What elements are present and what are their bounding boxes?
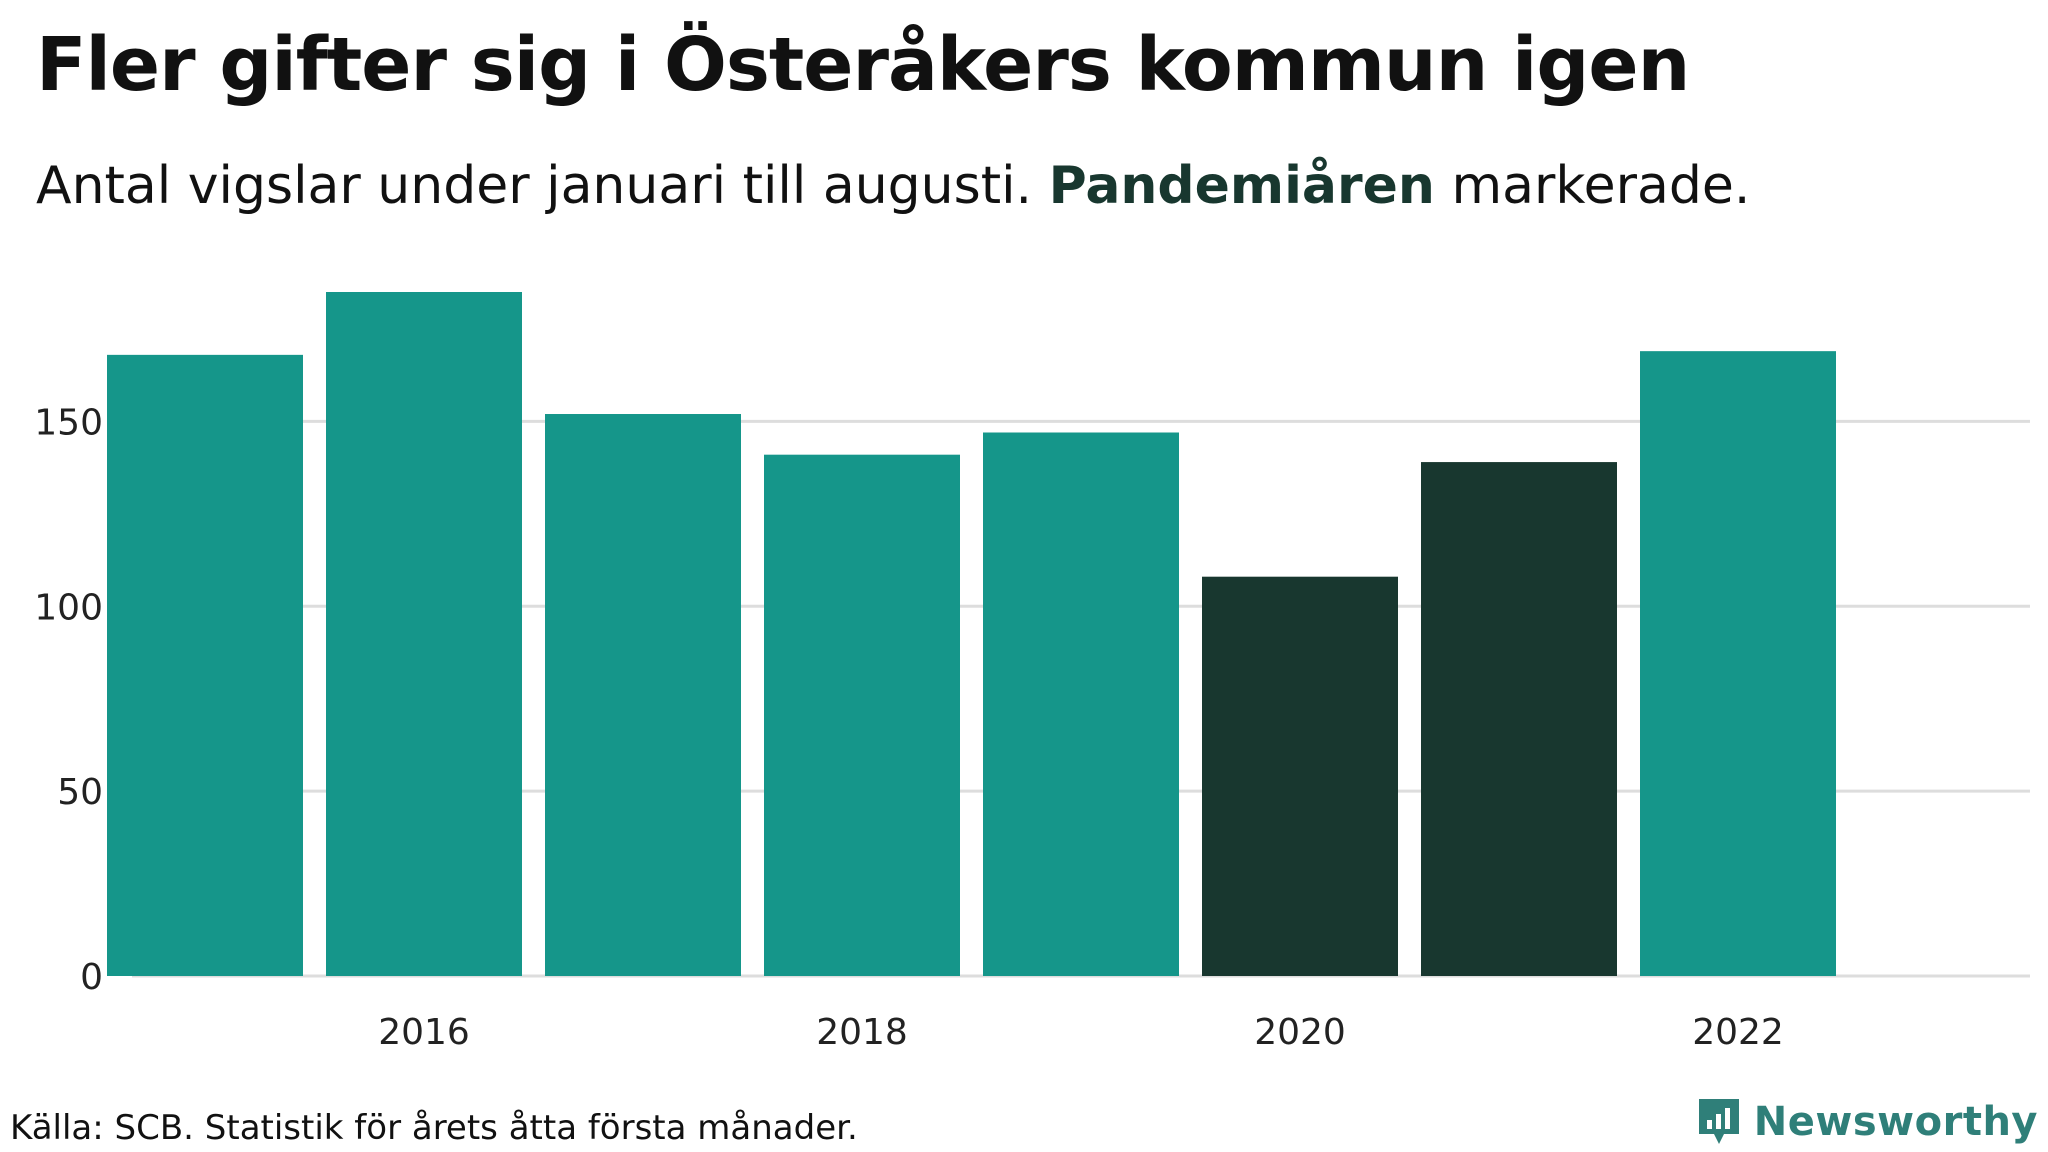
- chart-subtitle: Antal vigslar under januari till augusti…: [36, 156, 1750, 216]
- newsworthy-logo-icon: [1698, 1099, 1739, 1144]
- subtitle-highlight: Pandemiåren: [1048, 156, 1435, 216]
- y-axis-ticks: 0 50 100 150: [34, 402, 103, 998]
- bar-2016: [326, 292, 522, 976]
- bar-2020: [1202, 576, 1398, 976]
- bars: [107, 292, 1836, 976]
- source-note: Källa: SCB. Statistik för årets åtta för…: [10, 1108, 858, 1148]
- x-axis-ticks: 2016 2018 2020 2022: [378, 1012, 1784, 1053]
- y-tick-label: 0: [80, 957, 103, 998]
- y-tick-label: 150: [34, 402, 103, 443]
- bar-2015: [107, 354, 303, 976]
- bar-2018: [764, 454, 960, 976]
- bar-2019: [983, 432, 1179, 976]
- x-tick-label: 2022: [1692, 1012, 1784, 1053]
- x-tick-label: 2016: [378, 1012, 470, 1053]
- subtitle-text-end: markerade.: [1434, 156, 1751, 216]
- y-tick-label: 100: [34, 587, 103, 628]
- chart-title: Fler gifter sig i Österåkers kommun igen: [36, 22, 1690, 108]
- x-tick-label: 2020: [1254, 1012, 1346, 1053]
- bar-2022: [1640, 351, 1836, 976]
- subtitle-text: Antal vigslar under januari till augusti…: [36, 156, 1049, 216]
- y-tick-label: 50: [57, 772, 103, 813]
- bar-2017: [545, 414, 741, 976]
- brand-name: Newsworthy: [1753, 1099, 2038, 1145]
- bar-2021: [1421, 462, 1617, 976]
- bar-chart: 0 50 100 150 2016 2018 2020 2022: [34, 292, 2030, 1053]
- brand-logo: Newsworthy: [1696, 1096, 2038, 1148]
- x-tick-label: 2018: [816, 1012, 908, 1053]
